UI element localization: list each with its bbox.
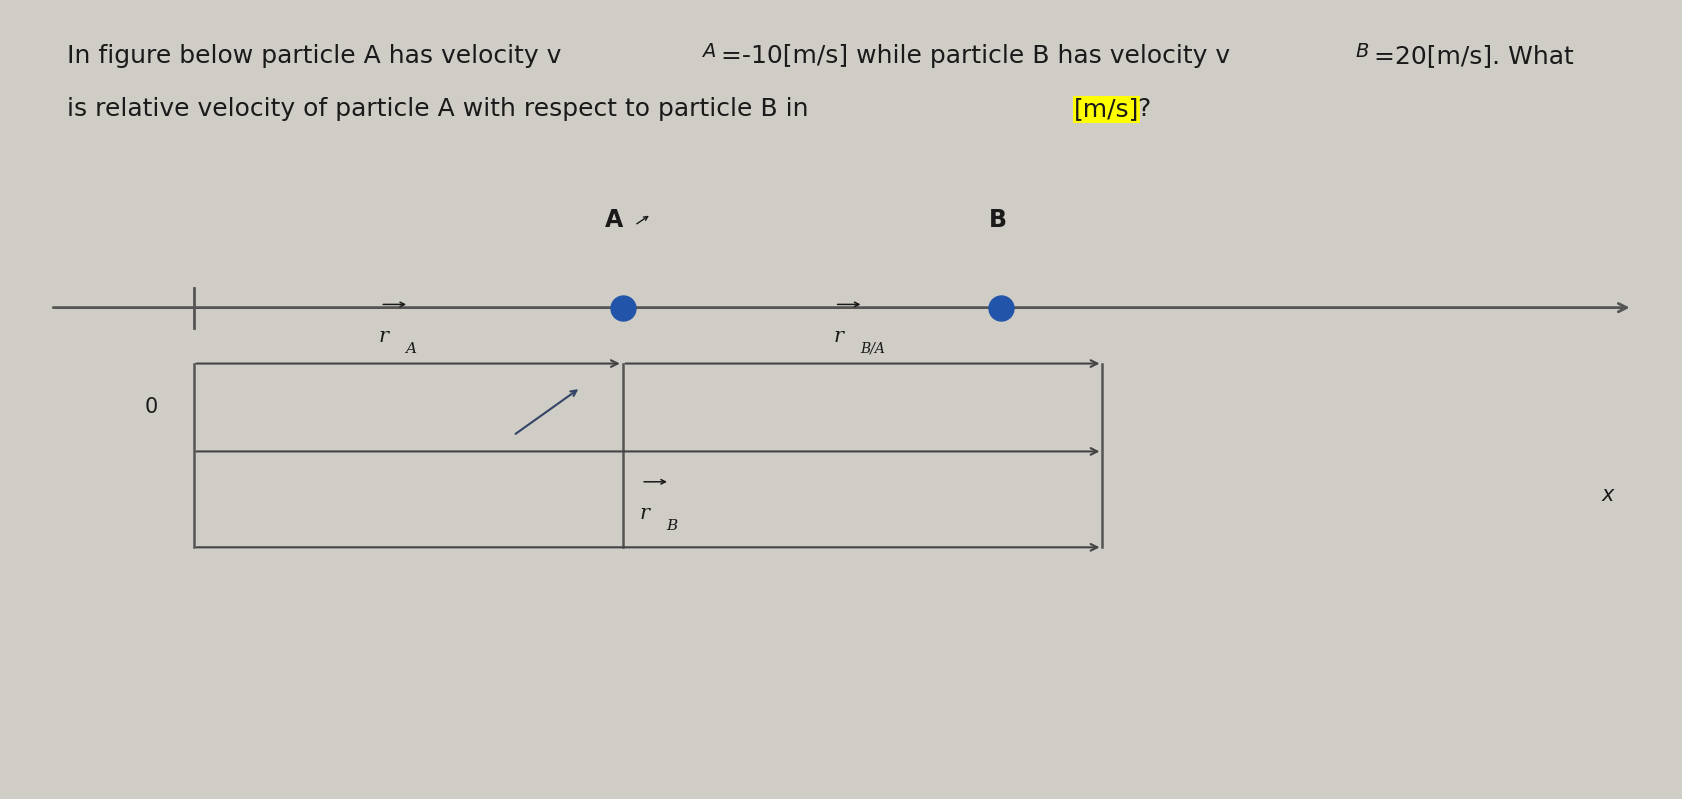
Text: A: A xyxy=(701,42,715,61)
Text: =20[m/s]. What: =20[m/s]. What xyxy=(1373,44,1573,68)
Text: B: B xyxy=(1354,42,1367,61)
Text: x: x xyxy=(1600,485,1613,506)
Text: ?: ? xyxy=(1137,97,1150,121)
Text: 0: 0 xyxy=(145,397,158,418)
Text: B/A: B/A xyxy=(860,341,885,356)
Text: B: B xyxy=(989,208,1006,232)
Text: r: r xyxy=(378,327,389,346)
Text: r: r xyxy=(833,327,843,346)
Text: B: B xyxy=(666,519,678,533)
Text: In figure below particle A has velocity v: In figure below particle A has velocity … xyxy=(67,44,562,68)
Text: =-10[m/s] while particle B has velocity v: =-10[m/s] while particle B has velocity … xyxy=(720,44,1230,68)
Text: is relative velocity of particle A with respect to particle B in: is relative velocity of particle A with … xyxy=(67,97,816,121)
Text: A: A xyxy=(606,208,622,232)
Text: r: r xyxy=(639,504,649,523)
Text: [m/s]: [m/s] xyxy=(1073,97,1139,121)
Text: A: A xyxy=(405,341,417,356)
